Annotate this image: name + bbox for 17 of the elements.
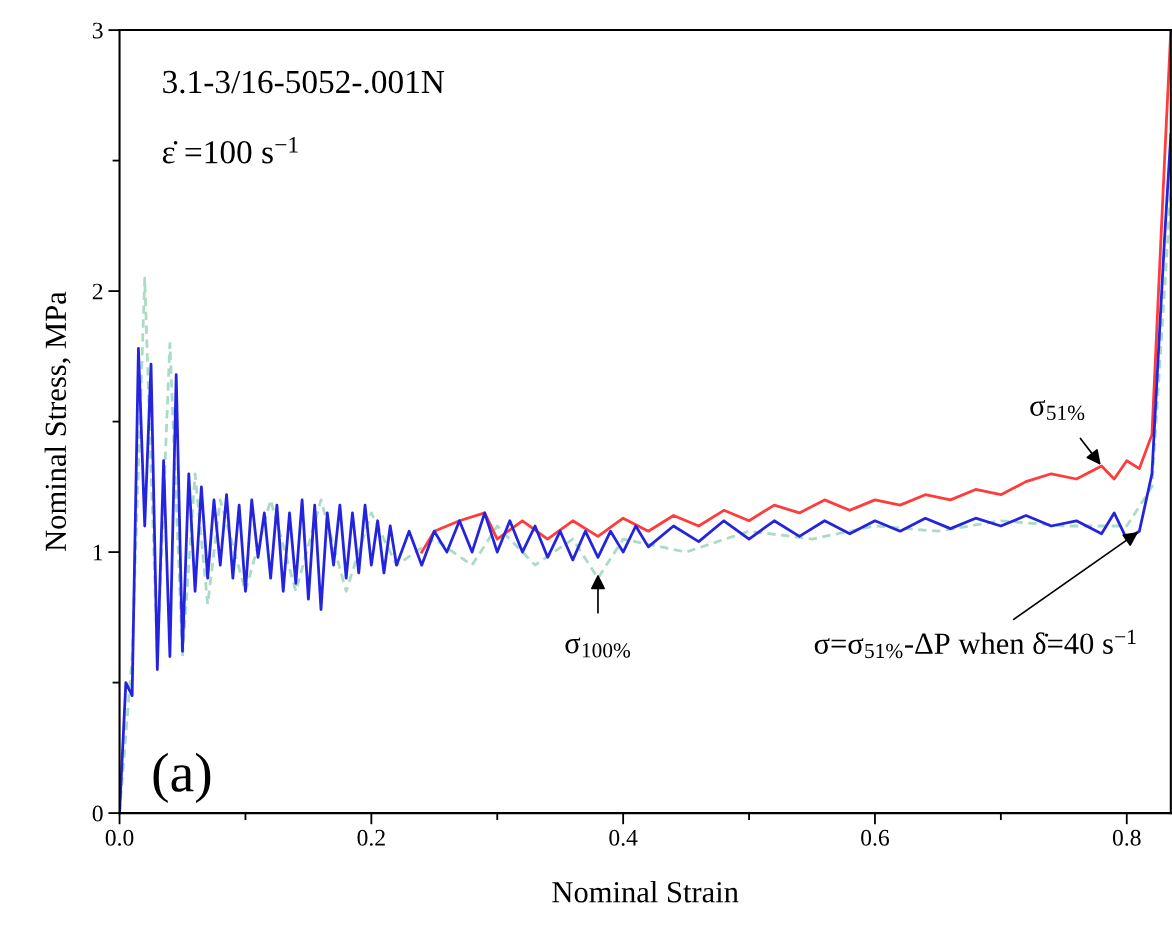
annotation: ε̇ =100 s$^{−1}$: [162, 137, 298, 164]
x-tick-label: 0.6: [861, 829, 890, 846]
annotation: 3.1-3/16-5052-.001N: [163, 70, 445, 94]
annotation: (a): [153, 752, 211, 804]
y-tick-label: 3: [92, 22, 103, 39]
x-tick-label: 0.8: [1112, 829, 1141, 846]
x-axis-title: Nominal Strain: [552, 881, 739, 903]
annotation: σ$_{51%}$: [1030, 400, 1085, 421]
y-tick-label: 0: [92, 805, 103, 822]
x-tick-label: 0.0: [105, 829, 134, 846]
y-tick-label: 1: [93, 544, 103, 561]
x-tick-label: 0.4: [609, 829, 638, 846]
annotation: σ$_{100%}$: [565, 637, 631, 658]
x-tick-label: 0.2: [357, 829, 385, 846]
annotation: σ=σ$_{51%}$-ΔP when δ̇=40 s$^{−1}$: [814, 629, 1136, 659]
y-tick-label: 2: [92, 283, 103, 300]
y-axis-title: Nominal Stress, MPa: [44, 291, 71, 551]
